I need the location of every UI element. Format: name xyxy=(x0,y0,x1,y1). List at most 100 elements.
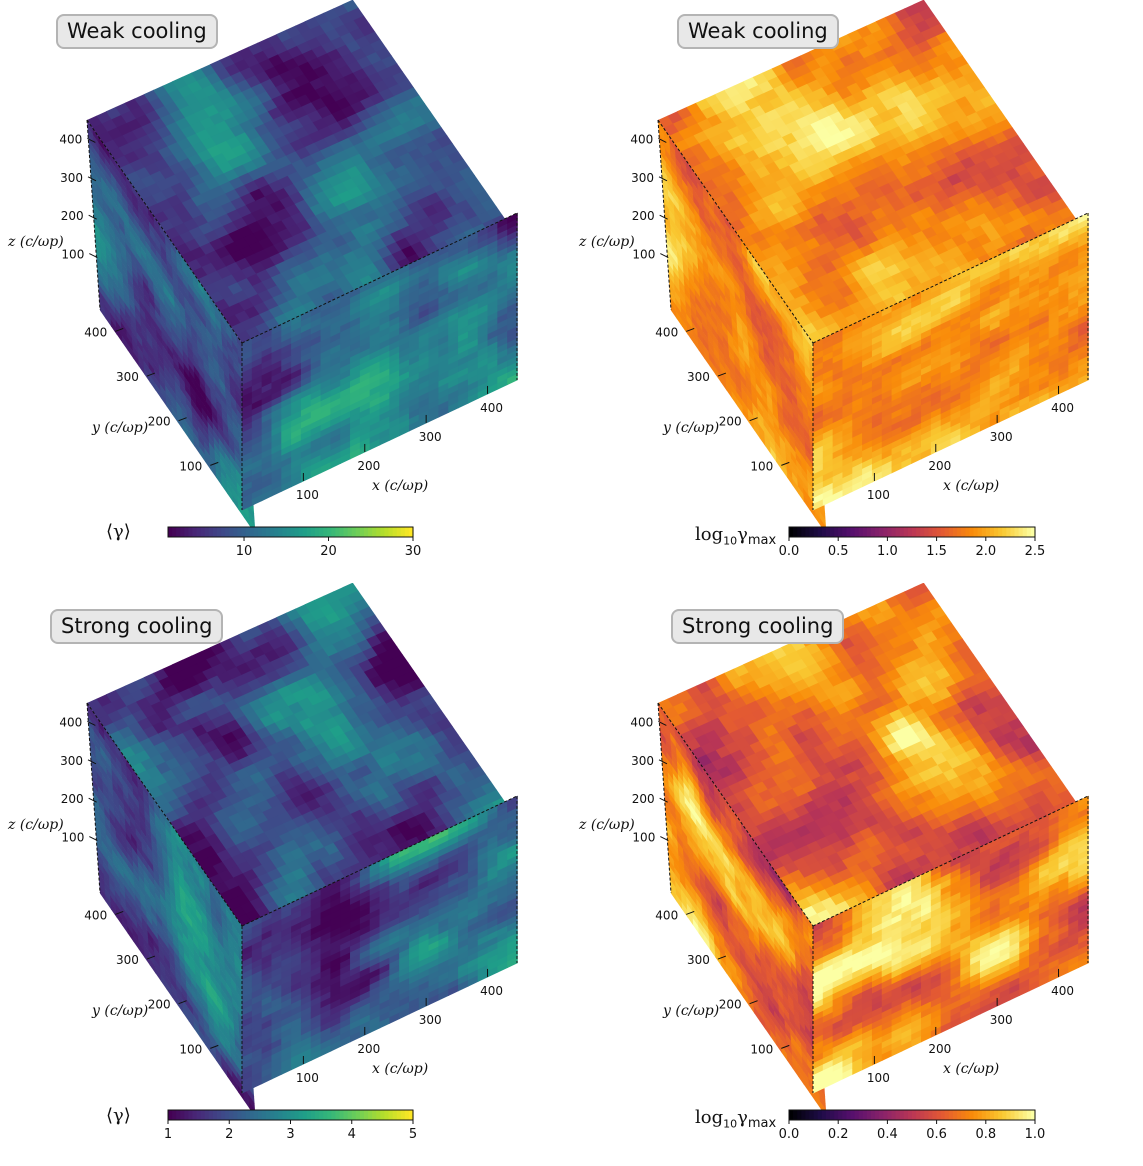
heat-cell xyxy=(115,246,123,263)
heat-cell xyxy=(735,231,742,248)
colorbar-cell xyxy=(924,527,929,537)
heat-cell xyxy=(251,488,263,500)
heat-cell xyxy=(777,334,784,351)
heat-cell xyxy=(796,459,803,476)
heat-cell xyxy=(731,243,738,260)
heat-cell xyxy=(448,240,459,252)
heat-cell xyxy=(755,302,762,319)
heat-cell xyxy=(132,270,139,287)
heat-cell xyxy=(487,329,499,341)
heat-cell xyxy=(718,281,726,298)
heat-cell xyxy=(670,303,678,320)
heat-cell xyxy=(125,322,133,339)
heat-cell xyxy=(756,316,763,333)
heat-cell xyxy=(300,453,312,465)
heat-cell xyxy=(749,294,757,311)
heat-cell xyxy=(99,296,106,313)
colorbar-cell xyxy=(903,527,909,537)
heat-cell xyxy=(1058,275,1070,288)
heat-cell xyxy=(109,298,116,315)
heat-cell xyxy=(281,402,292,415)
heat-cell xyxy=(261,436,273,448)
heat-cell xyxy=(702,190,710,207)
heat-cell xyxy=(330,433,341,445)
heat-cell xyxy=(151,335,159,352)
heat-cell xyxy=(180,395,188,412)
heat-cell xyxy=(133,217,141,234)
heat-cell xyxy=(477,345,489,358)
heat-cell xyxy=(216,403,223,420)
heat-cell xyxy=(709,292,717,309)
colorbar-cell xyxy=(813,527,819,537)
heat-cell xyxy=(681,165,688,182)
heat-cell xyxy=(690,307,698,324)
heat-cell xyxy=(735,304,743,321)
heat-cell xyxy=(487,299,499,311)
heat-cell xyxy=(193,284,200,301)
heat-cell xyxy=(251,422,263,435)
heat-cell xyxy=(970,371,981,383)
heat-cell xyxy=(300,417,312,429)
heat-cell xyxy=(741,246,748,263)
heat-cell xyxy=(720,308,728,325)
heat-cell xyxy=(497,229,508,241)
heat-cell xyxy=(206,334,213,351)
heat-cell xyxy=(369,301,381,313)
heat-cell xyxy=(183,296,191,313)
heat-cell xyxy=(698,202,706,219)
heat-cell xyxy=(842,341,854,354)
heat-cell xyxy=(350,370,361,382)
heat-cell xyxy=(300,399,312,412)
heat-cell xyxy=(707,265,715,282)
heat-cell xyxy=(891,414,903,426)
heat-cell xyxy=(408,396,420,408)
heat-cell xyxy=(101,263,109,280)
heat-cell xyxy=(741,312,748,329)
heat-cell xyxy=(226,486,234,503)
heat-cell xyxy=(219,451,226,468)
heat-cell xyxy=(242,433,253,445)
heat-cell xyxy=(950,386,962,398)
heat-cell xyxy=(477,381,489,394)
heat-cell xyxy=(663,201,671,218)
heat-cell xyxy=(733,271,740,287)
heat-cell xyxy=(143,220,151,236)
heat-cell xyxy=(389,322,400,334)
heat-cell xyxy=(148,368,156,385)
heat-cell xyxy=(399,353,410,365)
heat-cell xyxy=(448,371,459,384)
heat-cell xyxy=(733,277,741,294)
heat-cell xyxy=(690,301,697,318)
heat-cell xyxy=(310,311,322,323)
heat-cell xyxy=(852,367,863,379)
heat-cell xyxy=(152,275,160,292)
heat-cell xyxy=(192,425,200,441)
heat-cell xyxy=(1029,349,1040,361)
heat-cell xyxy=(497,276,508,289)
heat-cell xyxy=(788,417,795,434)
heat-cell xyxy=(674,284,681,300)
heat-cell xyxy=(98,282,105,299)
heat-cell xyxy=(742,259,749,276)
heat-cell xyxy=(779,442,787,459)
heat-cell xyxy=(200,320,207,336)
heat-cell xyxy=(989,254,1001,266)
heat-cell xyxy=(1029,361,1040,373)
heat-cell xyxy=(1009,364,1021,376)
heat-cell xyxy=(232,494,239,511)
heat-cell xyxy=(130,323,138,340)
heat-cell xyxy=(132,277,140,294)
heat-cell xyxy=(999,249,1011,262)
heat-cell xyxy=(192,271,199,288)
heat-cell xyxy=(728,350,736,367)
heat-cell xyxy=(399,275,410,288)
heat-cell xyxy=(911,363,922,375)
heat-cell xyxy=(310,335,322,347)
heat-cell xyxy=(921,310,932,323)
heat-cell xyxy=(242,421,253,433)
heat-cell xyxy=(784,436,791,453)
heat-cell xyxy=(134,304,142,321)
heat-cell xyxy=(1009,268,1021,281)
heat-cell xyxy=(428,249,440,262)
heat-cell xyxy=(979,276,991,289)
